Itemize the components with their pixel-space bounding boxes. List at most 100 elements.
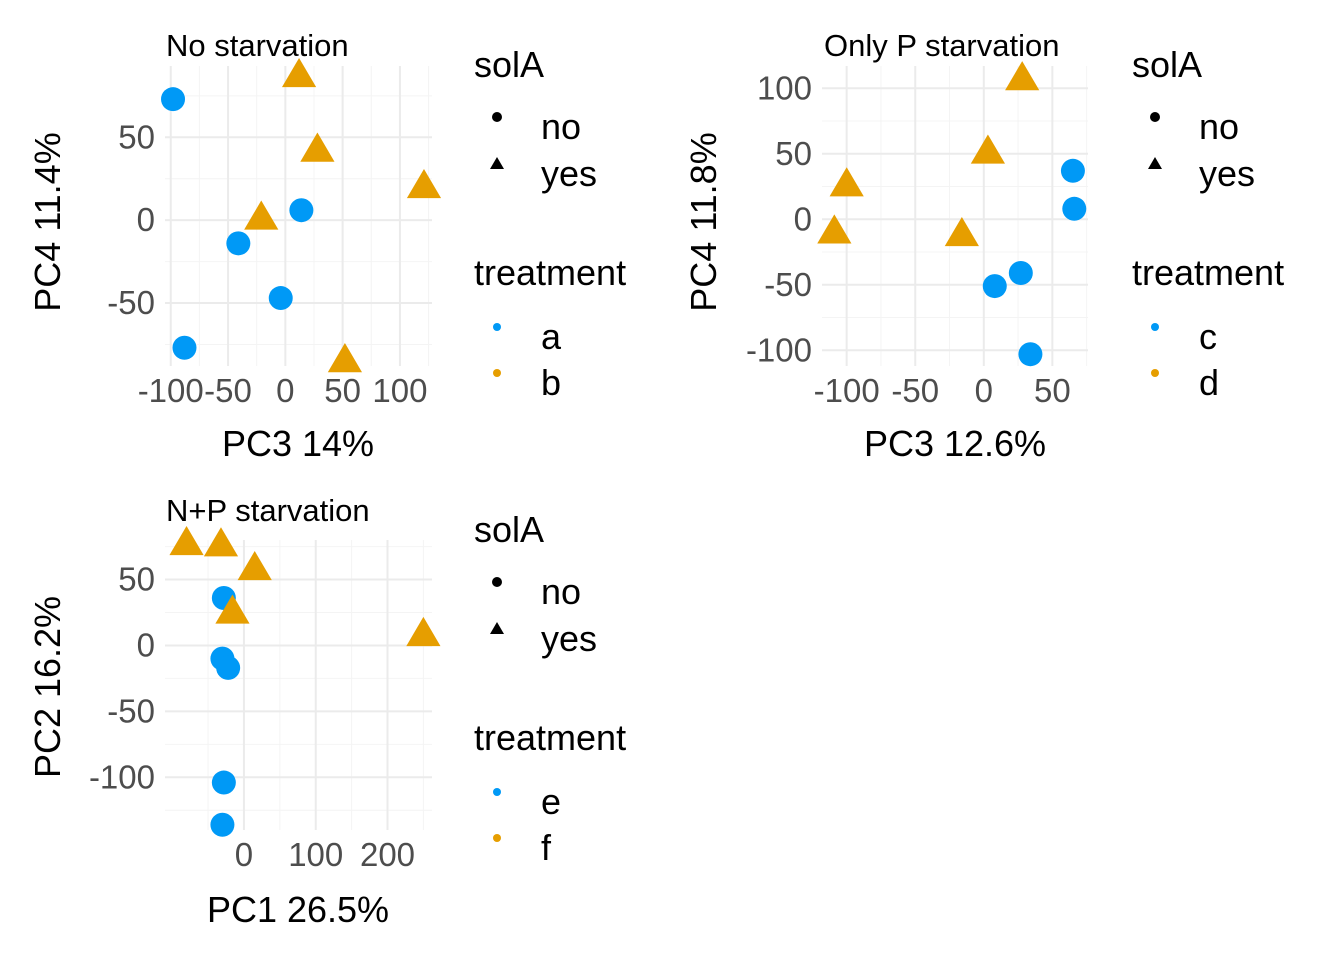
point-circle: [1008, 260, 1033, 285]
y-axis-title: PC4 11.8%: [683, 132, 724, 311]
legend: solA no yes treatment ef: [474, 509, 626, 868]
panel-3: 0 100 200 -100 -50 0 50 N+P starvation PC1 26.5%…: [27, 493, 626, 930]
legend-label-yes: yes: [541, 618, 597, 659]
y-tick-label: 0: [137, 201, 155, 238]
y-tick-label: 50: [118, 118, 155, 155]
x-tick-label: 0: [235, 836, 253, 873]
point-triangle: [829, 167, 864, 197]
legend-key-color-1: [493, 323, 501, 331]
x-axis-title: PC3 14%: [222, 423, 374, 464]
legend-label-no: no: [1199, 106, 1239, 147]
legend-label-yes: yes: [541, 153, 597, 194]
legend-key-circle: [492, 112, 502, 122]
point-triangle: [970, 134, 1006, 164]
x-tick-label: 0: [975, 372, 993, 409]
panel-title: N+P starvation: [166, 493, 370, 528]
legend-label-treatment-2: b: [541, 362, 561, 403]
point-triangle: [817, 214, 852, 244]
legend-title-color: treatment: [474, 717, 626, 758]
y-tick-label: 100: [757, 69, 812, 106]
x-tick-label: 0: [276, 372, 294, 409]
panel-title: Only P starvation: [824, 28, 1059, 63]
legend-title-shape: solA: [1132, 44, 1202, 85]
legend-label-treatment-1: a: [541, 316, 562, 357]
legend-title-color: treatment: [474, 252, 626, 293]
legend-label-treatment-2: f: [541, 827, 552, 868]
point-triangle: [215, 594, 250, 624]
y-tick-label: 50: [118, 561, 155, 598]
point-circle: [210, 812, 235, 837]
point-circle: [172, 335, 197, 360]
panel-2: -100 -50 0 50 -100 -50 0 50 100 Only P starvation…: [683, 28, 1284, 464]
x-tick-label: -50: [891, 372, 939, 409]
x-tick-label: -100: [814, 372, 880, 409]
x-tick-label: 100: [372, 372, 427, 409]
legend-title-shape: solA: [474, 509, 544, 550]
y-tick-label: -100: [89, 758, 155, 795]
point-triangle: [300, 132, 335, 162]
legend-key-circle: [1150, 112, 1160, 122]
points: [161, 57, 442, 373]
x-tick-label: 50: [1034, 372, 1071, 409]
legend-label-treatment-1: c: [1199, 316, 1217, 357]
legend-key-triangle: [1148, 157, 1162, 169]
point-circle: [216, 655, 241, 680]
point-triangle: [406, 168, 442, 199]
point-triangle: [944, 216, 979, 247]
point-triangle: [327, 343, 363, 373]
y-tick-label: 0: [794, 200, 812, 237]
x-tick-label: -50: [204, 372, 252, 409]
legend-label-no: no: [541, 106, 581, 147]
point-circle: [289, 198, 314, 223]
legend-label-treatment-2: d: [1199, 362, 1219, 403]
legend-key-triangle: [490, 622, 504, 634]
points: [817, 61, 1087, 367]
legend: solA no yes treatment ab: [474, 44, 626, 403]
y-axis-title: PC4 11.4%: [27, 132, 68, 311]
point-triangle: [281, 57, 317, 88]
legend-label-treatment-1: e: [541, 781, 561, 822]
point-triangle: [406, 616, 441, 647]
point-circle: [268, 286, 293, 311]
points: [169, 525, 441, 837]
y-axis-title: PC2 16.2%: [27, 596, 68, 778]
legend-key-color-2: [1151, 369, 1159, 377]
panel-title: No starvation: [166, 28, 349, 63]
legend-key-color-1: [1151, 323, 1159, 331]
point-triangle: [244, 200, 279, 230]
y-tick-label: -100: [746, 331, 812, 368]
legend-key-color-2: [493, 834, 501, 842]
point-circle: [226, 231, 251, 256]
point-circle: [161, 87, 186, 112]
y-tick-label: -50: [764, 266, 812, 303]
legend-key-color-2: [493, 369, 501, 377]
legend-key-circle: [492, 577, 502, 587]
y-tick-label: -50: [107, 284, 155, 321]
legend-label-yes: yes: [1199, 153, 1255, 194]
legend-title-shape: solA: [474, 44, 544, 85]
legend-key-color-1: [493, 788, 501, 796]
legend-title-color: treatment: [1132, 252, 1284, 293]
point-triangle: [203, 527, 239, 557]
point-triangle: [1005, 61, 1040, 91]
x-tick-label: 100: [288, 836, 343, 873]
point-triangle: [169, 525, 204, 556]
x-tick-label: 50: [324, 372, 361, 409]
y-tick-label: -50: [107, 692, 155, 729]
legend: solA no yes treatment cd: [1132, 44, 1284, 403]
point-circle: [1062, 196, 1087, 221]
point-circle: [1018, 342, 1043, 367]
point-circle: [982, 274, 1007, 299]
point-triangle: [237, 551, 272, 581]
x-axis-title: PC3 12.6%: [864, 423, 1046, 464]
point-circle: [1060, 158, 1085, 183]
legend-key-triangle: [490, 157, 504, 169]
legend-label-no: no: [541, 571, 581, 612]
y-tick-label: 50: [775, 135, 812, 172]
x-tick-label: 200: [360, 836, 415, 873]
y-tick-label: 0: [137, 626, 155, 663]
x-axis-title: PC1 26.5%: [207, 889, 389, 930]
x-tick-label: -100: [138, 372, 204, 409]
